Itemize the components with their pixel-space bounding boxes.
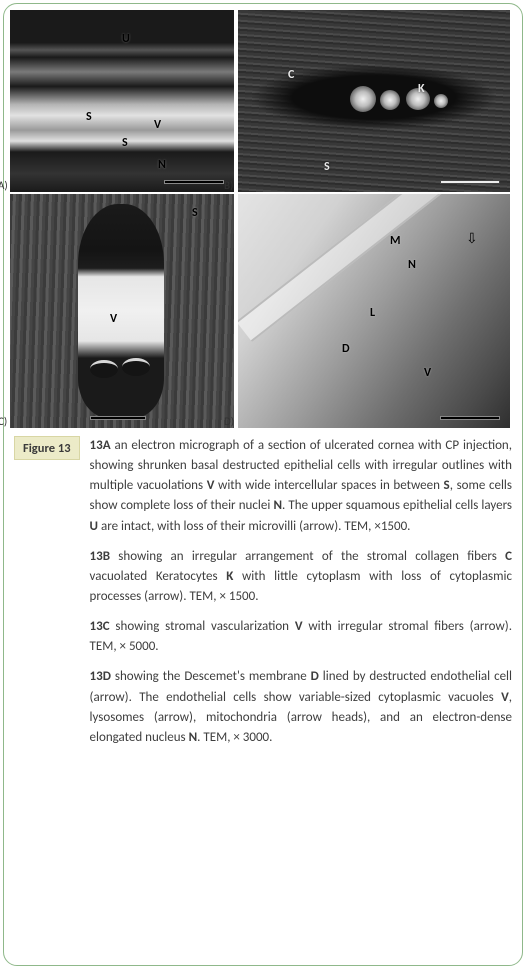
caption-span: showing an irregular arrangement of the … — [110, 549, 505, 564]
panel-label-c: C) — [0, 415, 7, 428]
panel-label-d: D) — [224, 415, 234, 428]
overlay-label: V — [154, 118, 161, 132]
overlay-label: V — [110, 312, 117, 326]
overlay-label: S — [122, 136, 128, 150]
panel-label-a: A) — [0, 179, 8, 192]
scalebar-d — [440, 416, 500, 420]
vessel-core — [78, 204, 164, 418]
overlay-label: V — [424, 366, 431, 380]
overlay-label: M — [390, 234, 401, 248]
panel-a: USSVN A) — [10, 10, 234, 192]
micrograph-a: U S S V N — [10, 10, 234, 192]
caption-13d: 13D showing the Descemet's membrane D li… — [90, 667, 512, 748]
figure-number-badge: Figure 13 — [14, 436, 80, 460]
caption-symbol: N — [273, 498, 282, 513]
arrow-icon: ⇩ — [466, 230, 478, 247]
grid-row-2: SV C) ⇩ MNLDV D) — [10, 194, 516, 428]
panel-d: ⇩ MNLDV D) — [238, 194, 510, 428]
micrograph-grid: USSVN A) CKS B) — [10, 10, 516, 428]
overlay-label: S — [192, 206, 198, 220]
scalebar-a — [164, 180, 224, 184]
overlay-label: U — [122, 32, 130, 46]
caption-symbol: D — [311, 669, 319, 684]
overlay-label: S — [86, 110, 92, 124]
overlay-label: C — [288, 68, 294, 82]
panel-b: CKS B) — [238, 10, 510, 192]
overlay-label: D — [342, 342, 350, 356]
micrograph-d: ⇩ MN L D V — [238, 194, 510, 428]
figure-frame: USSVN A) CKS B) — [3, 3, 523, 966]
overlay-label: S — [324, 160, 330, 174]
caption-span: are intact, with loss of their microvill… — [98, 519, 410, 534]
overlay-label: L — [370, 306, 375, 320]
caption-area: Figure 13 13A an electron micrograph of … — [10, 436, 516, 758]
caption-span: with wide intercellular spaces in betwee… — [214, 478, 443, 493]
rbc-icon — [122, 358, 150, 376]
caption-13a: 13A an electron micrograph of a section … — [90, 436, 512, 537]
overlay-label: K — [418, 82, 425, 96]
caption-lead: 13D — [90, 669, 111, 684]
vesicle-icon — [350, 86, 376, 112]
caption-symbol: V — [501, 690, 509, 705]
vesicle-icon — [434, 94, 448, 108]
caption-lead: 13C — [90, 619, 110, 634]
panel-c: SV C) — [10, 194, 234, 428]
grid-row-1: USSVN A) CKS B) — [10, 10, 516, 192]
caption-span: vacuolated Keratocytes — [90, 569, 227, 584]
micrograph-b: C K S — [238, 10, 510, 192]
caption-lead: 13B — [90, 549, 110, 564]
overlay-label: N — [408, 258, 416, 272]
rbc-icon — [90, 360, 118, 378]
caption-span: . TEM, × 3000. — [197, 730, 272, 745]
caption-text: 13A an electron micrograph of a section … — [90, 436, 512, 758]
caption-span: . The upper squamous epithelial cells la… — [282, 498, 512, 513]
caption-symbol: N — [189, 730, 198, 745]
caption-symbol: V — [295, 619, 303, 634]
caption-span: showing stromal vascularization — [110, 619, 295, 634]
caption-symbol: U — [90, 519, 99, 534]
caption-13c: 13C showing stromal vascularization V wi… — [90, 617, 512, 657]
caption-13b: 13B showing an irregular arrangement of … — [90, 547, 512, 607]
caption-span: showing the Descemet's membrane — [111, 669, 311, 684]
panel-label-b: B) — [224, 179, 233, 192]
scalebar-b — [440, 180, 500, 184]
caption-lead: 13A — [90, 438, 111, 453]
micrograph-c: SV — [10, 194, 234, 428]
overlay-label: N — [158, 158, 166, 172]
caption-symbol: C — [505, 549, 512, 564]
vesicle-icon — [380, 90, 400, 110]
scalebar-c — [90, 416, 146, 420]
